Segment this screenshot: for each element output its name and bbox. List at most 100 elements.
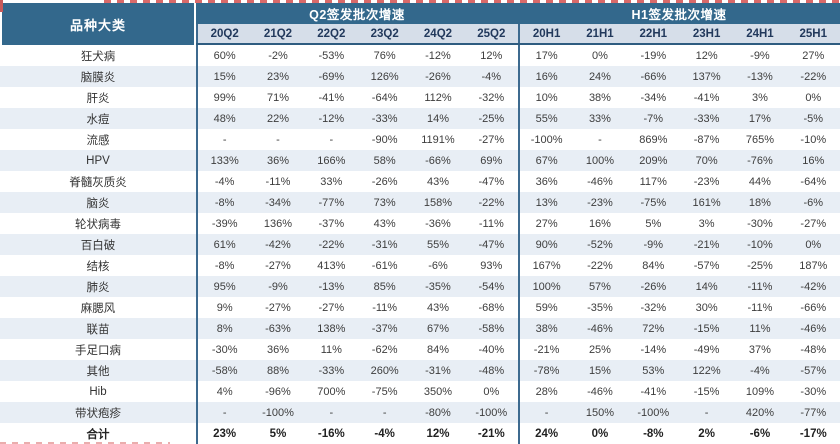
value-cell: 99% [196,87,251,108]
value-cell: 44% [748,175,771,188]
row-label: HPV [86,154,110,167]
table-row: 流感 - - - -90% 1191% -27% -100% - 869% -87% 765% -10% [0,129,840,150]
value-cell: 420% [745,406,775,419]
value-cell: -27% [478,133,505,146]
column-header-22Q2: 22Q2 [317,27,346,40]
value-cell: -21% [693,238,720,251]
value-cell: 27% [802,49,825,62]
value-cell: -46% [800,322,827,335]
value-cell: -23% [693,175,720,188]
top-red-dashed-line [104,0,840,3]
value-cell: 9% [196,297,251,318]
value-cell: -87% [693,133,720,146]
column-header-25Q2: 25Q2 [477,27,506,40]
value-cell: -5% [803,112,824,125]
value-cell: 209% [639,154,668,167]
value-cell: - [517,402,573,423]
value-cell: 0% [805,91,822,104]
value-cell: -31% [371,238,398,251]
value-cell: -64% [371,91,398,104]
table-row: 手足口病 -30% 36% 11% -62% 84% -40% -21% 25% -14% -49%… [0,339,840,360]
value-cell: 16% [517,66,573,87]
value-cell: 350% [423,385,453,398]
value-cell: 76% [373,49,396,62]
value-cell: 23% [266,70,289,83]
value-cell: - [196,129,251,150]
row-label: 联苗 [86,323,110,336]
value-cell: -36% [425,217,451,230]
value-cell: -13% [318,280,345,293]
value-cell: 137% [692,70,721,83]
table-row: 麻腮风 9% -27% -27% -11% 43% -68% 59% -35% -32% 30% -1… [0,297,840,318]
value-cell: -8% [196,192,251,213]
value-cell: -58% [196,360,251,381]
value-cell: -33% [318,364,345,377]
value-cell: -46% [587,385,613,398]
group-header-h1: H1签发批次增速 [631,8,727,22]
value-cell: -11% [265,175,291,188]
value-cell: 22% [266,112,289,125]
value-cell: 61% [196,234,251,255]
value-cell: -27% [318,301,345,314]
value-cell: -11% [372,301,398,314]
table-row-total: 合计 23% 5% -16% -4% 12% -21% 24% 0% -8% 2% -6% -17% [0,423,840,444]
value-cell: -52% [587,238,613,251]
table-row: 狂犬病 60% -2% -53% 76% -12% 12% 17% 0% -19% 12% -9% 27… [0,45,840,66]
value-cell: -15% [693,322,720,335]
value-cell: -40% [478,343,505,356]
value-cell: 3% [698,217,715,230]
value-cell: 12% [426,427,450,440]
row-label: 轮状病毒 [75,218,121,231]
value-cell: -35% [587,301,613,314]
table-row: 带状疱疹 - -100% - - -80% -100% -150% -100% -420% -77% [0,402,840,423]
value-cell: 38% [517,318,573,339]
column-header-24H1: 24H1 [746,27,774,40]
value-cell: 73% [373,196,396,209]
row-label: 脑膜炎 [80,71,116,84]
value-cell: -27% [265,259,291,272]
value-cell: -9% [268,280,288,293]
column-header-20Q2: 20Q2 [196,24,251,43]
value-cell: -11% [478,217,504,230]
value-cell: -41% [693,91,720,104]
value-cell: 112% [424,91,452,104]
value-cell: 13% [517,192,573,213]
value-cell: 84% [426,343,449,356]
value-cell: 55% [426,238,449,251]
column-header-20H1: 20H1 [517,24,573,43]
value-cell: 17% [748,112,771,125]
value-cell: 3% [751,91,768,104]
column-header-21Q2: 21Q2 [263,27,293,40]
value-cell: -46% [587,322,613,335]
value-cell: -42% [800,280,827,293]
value-cell: -30% [196,339,251,360]
value-cell: 48% [196,108,251,129]
value-cell: -8% [643,427,664,440]
value-cell: 33% [588,112,611,125]
value-cell: 4% [196,381,251,402]
value-cell: 88% [266,364,289,377]
value-cell: -66% [800,301,827,314]
value-cell: -32% [640,301,667,314]
value-cell: - [329,133,334,146]
value-cell: -10% [800,133,827,146]
value-cell: -30% [747,217,773,230]
value-cell: 2% [698,427,715,440]
value-cell: 0% [591,427,609,440]
value-cell: -46% [587,175,613,188]
value-cell: -69% [318,70,345,83]
value-cell: -31% [425,364,451,377]
value-cell: 122% [692,364,721,377]
value-cell: 25% [588,343,611,356]
value-cell: 11% [749,322,771,335]
value-cell: 36% [266,154,289,167]
value-cell: -90% [371,133,398,146]
value-cell: 16% [802,154,825,167]
value-cell: 28% [517,381,573,402]
value-cell: -34% [265,196,291,209]
corner-header-category: 品种大类 [2,3,194,45]
value-cell: 71% [266,91,289,104]
table-row: 脑膜炎 15% 23% -69% 126% -26% -4% 16% 24% -66% 137% -1… [0,66,840,87]
column-header-row: 20Q2 21Q2 22Q2 23Q2 24Q2 25Q2 20H1 21H1 22H1 23H1… [196,24,840,45]
row-label: Hib [89,385,107,398]
